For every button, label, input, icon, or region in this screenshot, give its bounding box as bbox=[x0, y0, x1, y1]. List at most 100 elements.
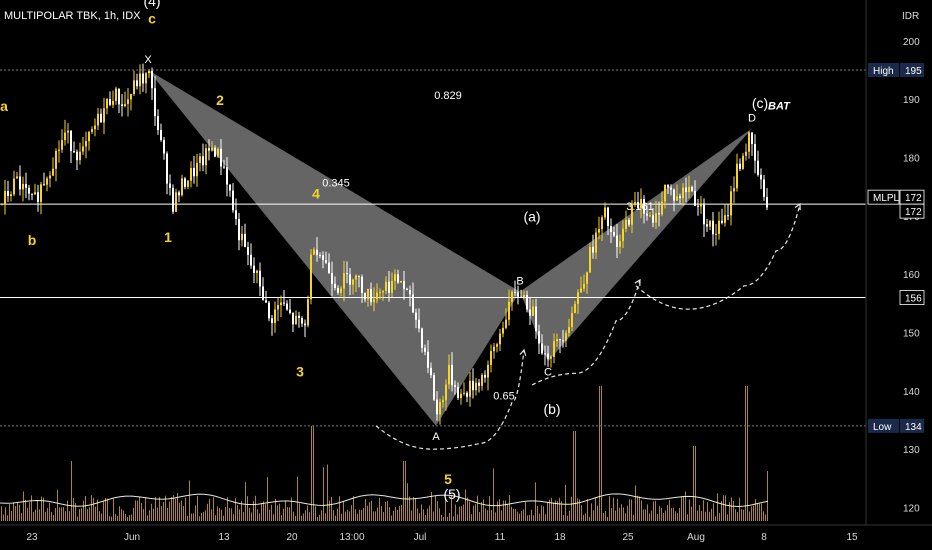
time-tick: 11 bbox=[495, 532, 506, 543]
volume-bar bbox=[173, 495, 174, 521]
candle-body bbox=[160, 130, 162, 141]
candle bbox=[622, 220, 624, 248]
volume-bar bbox=[7, 515, 8, 521]
candle-body bbox=[10, 194, 12, 197]
candle-body bbox=[622, 228, 624, 242]
candle bbox=[334, 276, 336, 291]
candle-body bbox=[703, 203, 705, 225]
candle bbox=[31, 193, 33, 201]
candle bbox=[199, 153, 201, 172]
volume-bar bbox=[37, 499, 38, 521]
candle bbox=[88, 130, 90, 151]
volume-bar bbox=[111, 516, 112, 521]
candle bbox=[382, 290, 384, 301]
time-tick: 25 bbox=[622, 532, 634, 543]
candle bbox=[493, 342, 495, 359]
volume-bar bbox=[41, 496, 42, 521]
candle-body bbox=[589, 246, 591, 273]
candle bbox=[538, 324, 540, 354]
candle-body bbox=[310, 254, 312, 300]
candle-body bbox=[184, 178, 186, 187]
volume-bar bbox=[47, 508, 48, 521]
pattern-point-c: C bbox=[544, 367, 552, 379]
candle bbox=[658, 201, 660, 227]
candle-body bbox=[91, 129, 93, 132]
volume-bar bbox=[669, 499, 670, 521]
candle-body bbox=[115, 88, 117, 101]
candle-body bbox=[52, 168, 54, 176]
volume-bar bbox=[555, 500, 556, 521]
candle-body bbox=[361, 276, 363, 293]
wave-label: 4 bbox=[312, 185, 320, 201]
volume-bar bbox=[493, 468, 494, 521]
candle bbox=[664, 184, 666, 209]
price-axis[interactable]: 120130140150160170180190200High195MLPL17… bbox=[865, 0, 925, 525]
wave-label: (4) bbox=[143, 0, 160, 9]
candle-body bbox=[286, 303, 288, 310]
candle bbox=[28, 184, 30, 201]
candle-body bbox=[31, 193, 33, 195]
wave-label: (a) bbox=[523, 209, 540, 225]
volume-bar bbox=[303, 513, 304, 521]
candle-body bbox=[670, 187, 672, 190]
candle-body bbox=[634, 201, 636, 205]
volume-bar bbox=[99, 511, 100, 521]
volume-bar bbox=[35, 509, 36, 521]
candle-body bbox=[274, 309, 276, 324]
candle bbox=[82, 136, 84, 155]
candle-body bbox=[598, 229, 600, 233]
candle-body bbox=[493, 346, 495, 352]
candle-body bbox=[211, 147, 213, 151]
volume-bar bbox=[327, 464, 328, 521]
candle-body bbox=[127, 99, 129, 104]
volume-bar bbox=[9, 504, 10, 521]
volume-bar bbox=[581, 505, 582, 521]
candle bbox=[484, 370, 486, 383]
volume-bar bbox=[299, 503, 300, 521]
candle-body bbox=[193, 168, 195, 177]
volume-bar bbox=[339, 496, 340, 521]
candle-body bbox=[187, 180, 189, 187]
volume-bar bbox=[205, 510, 206, 521]
candle bbox=[424, 344, 426, 356]
volume-bar bbox=[673, 507, 674, 521]
candle bbox=[64, 119, 66, 146]
candle-body bbox=[445, 384, 447, 401]
time-axis[interactable]: 23 Jun 13 20 13:00 Jul 11 18 25 Aug 8 15 bbox=[0, 524, 932, 543]
candle bbox=[469, 371, 471, 407]
candle-body bbox=[109, 99, 111, 105]
candle bbox=[577, 289, 579, 314]
candle bbox=[178, 190, 180, 203]
candle-body bbox=[103, 108, 105, 123]
volume-bar bbox=[365, 499, 366, 521]
candle bbox=[409, 285, 411, 307]
candle-body bbox=[448, 364, 450, 385]
candle bbox=[142, 63, 144, 92]
price-tick: 190 bbox=[903, 95, 920, 106]
candle bbox=[253, 257, 255, 283]
candle bbox=[727, 203, 729, 221]
candle bbox=[112, 90, 114, 108]
volume-bar bbox=[417, 508, 418, 521]
volume-bar bbox=[67, 500, 68, 521]
candle bbox=[673, 188, 675, 212]
volume-bar bbox=[429, 505, 430, 521]
volume-bar bbox=[93, 497, 94, 521]
volume-bar bbox=[479, 511, 480, 521]
volume-bar bbox=[587, 499, 588, 521]
volume-bar bbox=[251, 512, 252, 521]
volume-bar bbox=[13, 502, 14, 521]
candle-body bbox=[646, 213, 648, 216]
level-tag-price: MLPL 172 bbox=[867, 189, 925, 205]
candle bbox=[43, 172, 45, 186]
candle-body bbox=[382, 290, 384, 293]
candle bbox=[442, 395, 444, 408]
volume-bar bbox=[231, 508, 232, 521]
volume-bar bbox=[285, 500, 286, 521]
candle bbox=[259, 262, 261, 297]
candle-body bbox=[208, 148, 210, 151]
volume-bar bbox=[75, 502, 76, 521]
candle bbox=[109, 91, 111, 107]
candle bbox=[418, 308, 420, 333]
